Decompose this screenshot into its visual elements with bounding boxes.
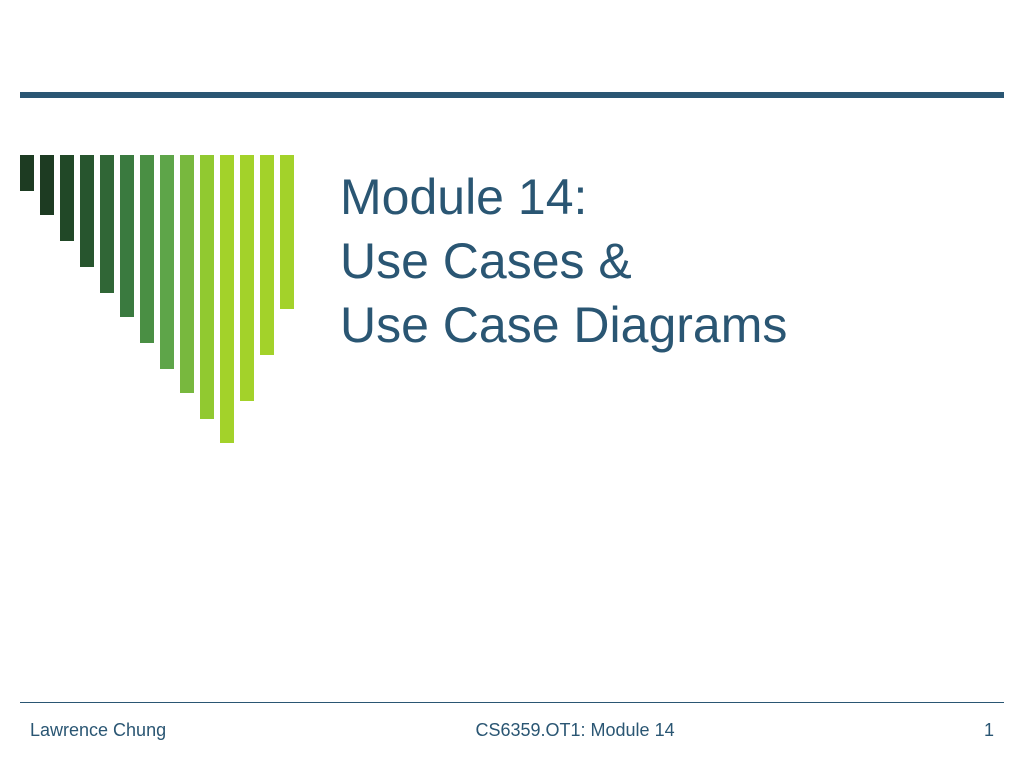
decorative-bar	[60, 155, 74, 241]
decorative-bar	[220, 155, 234, 443]
footer-course: CS6359.OT1: Module 14	[475, 720, 674, 741]
footer-page-number: 1	[984, 720, 994, 741]
footer-horizontal-rule	[20, 702, 1004, 703]
decorative-bars-graphic	[20, 155, 310, 465]
title-line: Module 14:	[340, 165, 984, 229]
title-line: Use Case Diagrams	[340, 293, 984, 357]
slide-footer: Lawrence Chung CS6359.OT1: Module 14 1	[30, 720, 994, 741]
decorative-bar	[80, 155, 94, 267]
decorative-bar	[240, 155, 254, 401]
decorative-bar	[180, 155, 194, 393]
decorative-bar	[140, 155, 154, 343]
decorative-bar	[160, 155, 174, 369]
slide-title: Module 14:Use Cases &Use Case Diagrams	[340, 165, 984, 357]
decorative-bar	[40, 155, 54, 215]
decorative-bar	[260, 155, 274, 355]
decorative-bar	[280, 155, 294, 309]
top-horizontal-rule	[20, 92, 1004, 98]
decorative-bar	[100, 155, 114, 293]
title-line: Use Cases &	[340, 229, 984, 293]
decorative-bar	[200, 155, 214, 419]
footer-author: Lawrence Chung	[30, 720, 166, 741]
decorative-bar	[120, 155, 134, 317]
decorative-bar	[20, 155, 34, 191]
